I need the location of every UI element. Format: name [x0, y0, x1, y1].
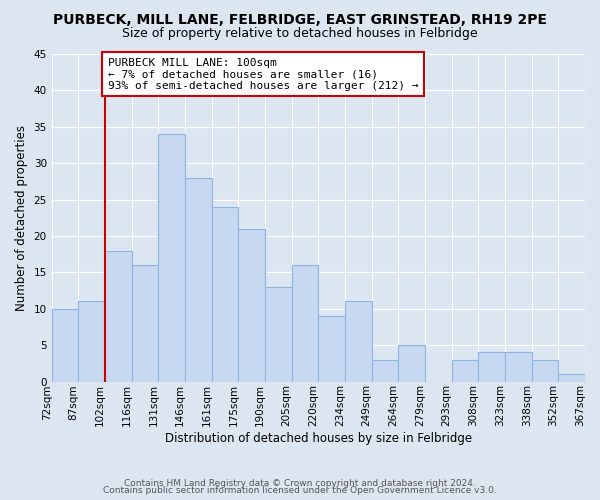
Text: Contains HM Land Registry data © Crown copyright and database right 2024.: Contains HM Land Registry data © Crown c… — [124, 478, 476, 488]
Y-axis label: Number of detached properties: Number of detached properties — [15, 125, 28, 311]
Bar — [185, 178, 212, 382]
X-axis label: Distribution of detached houses by size in Felbridge: Distribution of detached houses by size … — [165, 432, 472, 445]
Bar — [238, 228, 265, 382]
Text: PURBECK MILL LANE: 100sqm
← 7% of detached houses are smaller (16)
93% of semi-d: PURBECK MILL LANE: 100sqm ← 7% of detach… — [107, 58, 418, 91]
Bar — [478, 352, 505, 382]
Bar — [79, 302, 105, 382]
Bar — [371, 360, 398, 382]
Bar — [532, 360, 559, 382]
Bar — [292, 265, 319, 382]
Bar — [319, 316, 345, 382]
Bar — [52, 309, 79, 382]
Bar — [212, 207, 238, 382]
Bar — [345, 302, 371, 382]
Bar — [505, 352, 532, 382]
Bar — [158, 134, 185, 382]
Bar — [398, 345, 425, 382]
Bar — [105, 250, 131, 382]
Text: Size of property relative to detached houses in Felbridge: Size of property relative to detached ho… — [122, 28, 478, 40]
Bar — [265, 287, 292, 382]
Bar — [452, 360, 478, 382]
Bar — [559, 374, 585, 382]
Text: PURBECK, MILL LANE, FELBRIDGE, EAST GRINSTEAD, RH19 2PE: PURBECK, MILL LANE, FELBRIDGE, EAST GRIN… — [53, 12, 547, 26]
Text: Contains public sector information licensed under the Open Government Licence v3: Contains public sector information licen… — [103, 486, 497, 495]
Bar — [131, 265, 158, 382]
